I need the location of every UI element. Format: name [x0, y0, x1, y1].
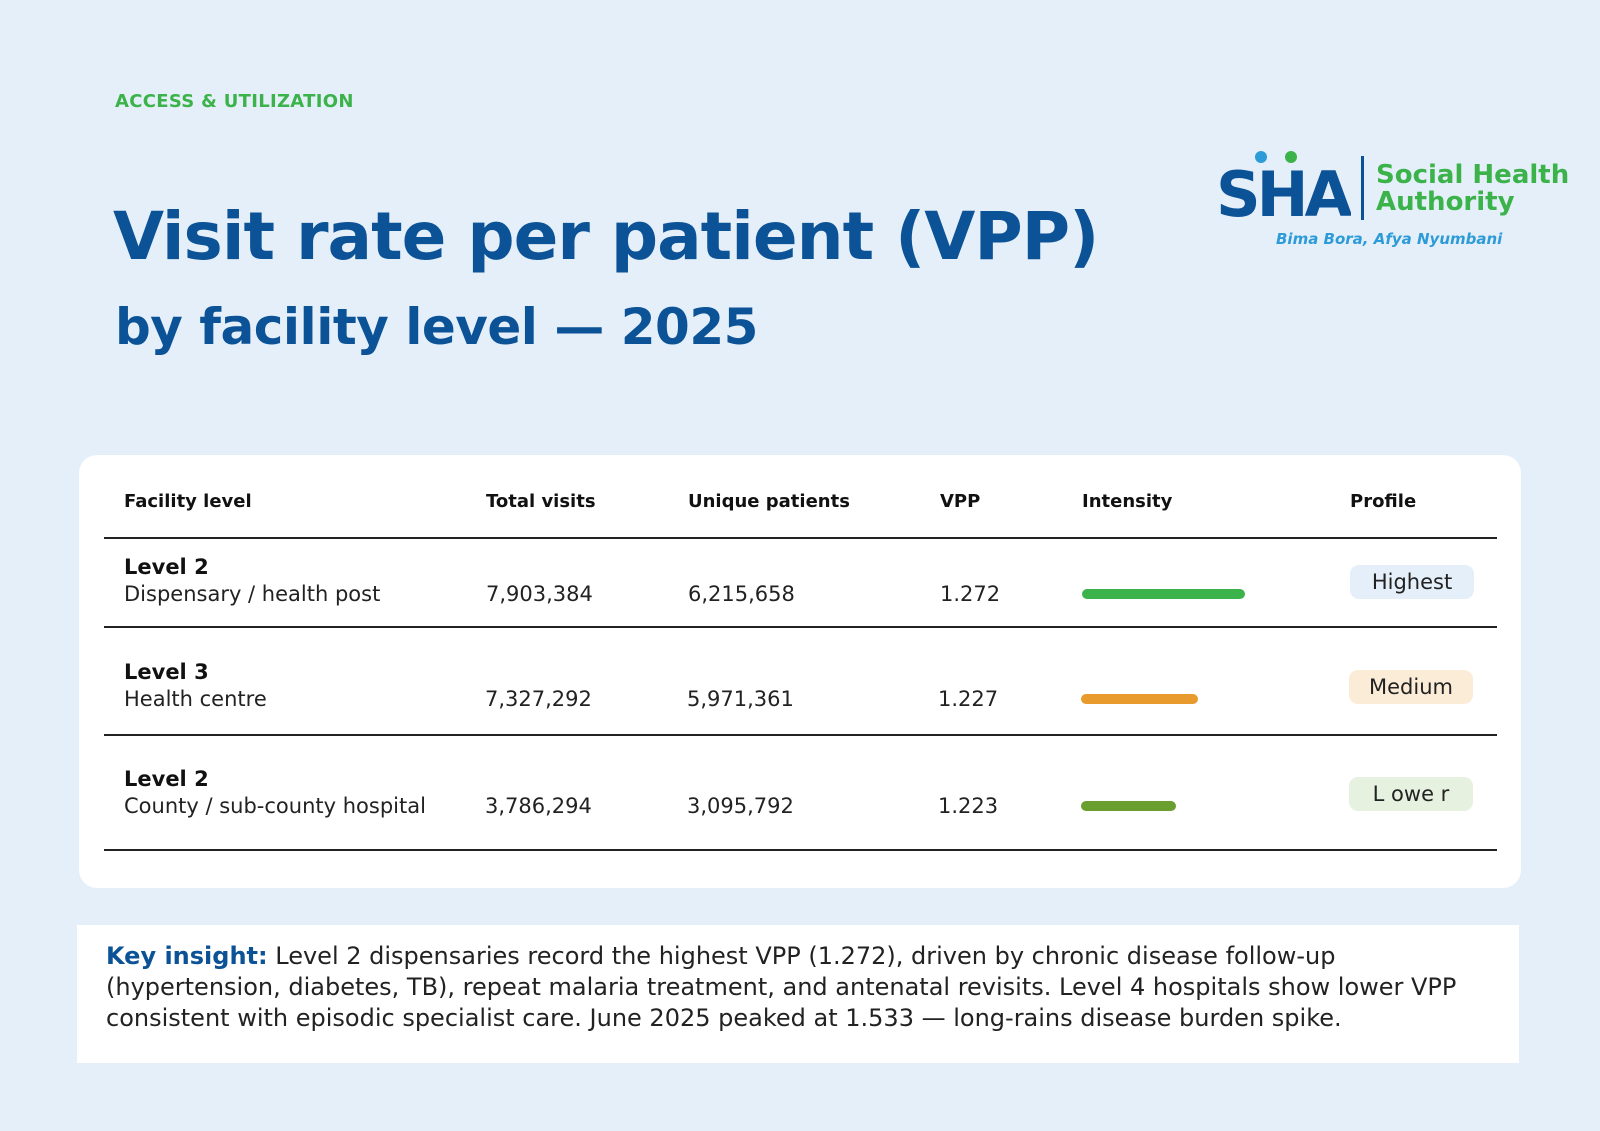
intensity-bar [1081, 694, 1198, 704]
row-unique-patients: 5,971,361 [687, 687, 794, 711]
col-header-vpp: VPP [940, 491, 981, 512]
logo-tagline: Bima Bora, Afya Nyumbani [1276, 230, 1503, 248]
row-unique-patients: 6,215,658 [688, 582, 795, 606]
col-header-facility-level: Facility level [124, 491, 252, 512]
logo-name-line1: Social Health [1376, 160, 1570, 190]
key-insight-body: Level 2 dispensaries record the highest … [106, 942, 1457, 1032]
col-header-intensity: Intensity [1082, 491, 1173, 512]
profile-badge: Highest [1350, 565, 1474, 599]
table-row: Level 3 Health centre 7,327,292 5,971,36… [79, 660, 1521, 760]
page-title: Visit rate per patient (VPP) [113, 198, 1099, 275]
table-row: Level 2 Dispensary / health post 7,903,3… [79, 555, 1521, 655]
sha-logo-mark: SHA [1216, 151, 1351, 223]
row-level: Level 2 [124, 555, 209, 579]
sha-logo: SHA Social Health Authority Bima Bora, A… [1216, 148, 1569, 258]
row-vpp: 1.223 [938, 794, 999, 818]
logo-name-line2: Authority [1376, 187, 1515, 217]
row-facility-description: County / sub-county hospital [124, 794, 426, 818]
row-vpp: 1.227 [938, 687, 999, 711]
table-bottom-rule [104, 849, 1497, 851]
vpp-table-card: Facility level Total visits Unique patie… [79, 455, 1521, 888]
key-insight-label: Key insight: [106, 942, 268, 970]
col-header-profile: Profile [1350, 491, 1417, 512]
row-level: Level 2 [124, 767, 209, 791]
intensity-bar [1082, 589, 1245, 599]
logo-org-name: Social Health Authority [1376, 162, 1569, 216]
page-subtitle: by facility level — 2025 [115, 298, 758, 356]
row-total-visits: 3,786,294 [485, 794, 592, 818]
row-vpp: 1.272 [940, 582, 1001, 606]
table-row: Level 2 County / sub-county hospital 3,7… [79, 767, 1521, 867]
row-total-visits: 7,327,292 [485, 687, 592, 711]
header-divider [104, 537, 1497, 539]
row-divider [104, 734, 1497, 736]
profile-badge: L owe r [1349, 777, 1473, 811]
col-header-total-visits: Total visits [486, 491, 596, 512]
profile-badge: Medium [1349, 670, 1473, 704]
intensity-bar [1081, 801, 1176, 811]
col-header-unique-patients: Unique patients [688, 491, 850, 512]
key-insight-box: Key insight: Level 2 dispensaries record… [77, 925, 1519, 1063]
row-unique-patients: 3,095,792 [687, 794, 794, 818]
sha-wordmark: SHA [1216, 158, 1351, 223]
logo-separator [1361, 156, 1364, 220]
row-facility-description: Health centre [124, 687, 267, 711]
row-divider [104, 626, 1497, 628]
key-insight-text: Key insight: Level 2 dispensaries record… [106, 941, 1516, 1034]
section-eyebrow: ACCESS & UTILIZATION [115, 91, 354, 112]
row-level: Level 3 [124, 660, 209, 684]
row-facility-description: Dispensary / health post [124, 582, 381, 606]
row-total-visits: 7,903,384 [486, 582, 593, 606]
